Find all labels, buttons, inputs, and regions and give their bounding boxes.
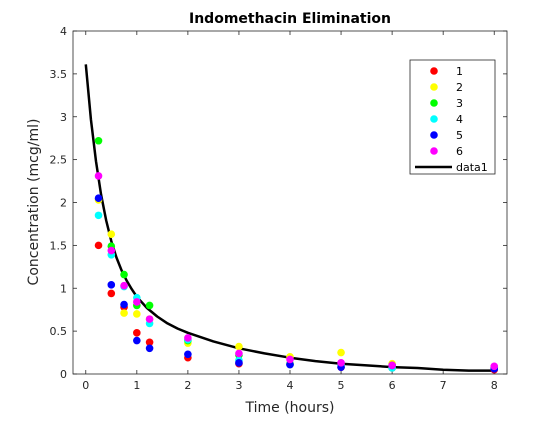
y-tick-label: 4 [60,25,67,38]
data-point-series-6 [388,361,396,370]
x-tick-label: 8 [491,379,498,392]
data-point-series-2 [107,230,116,239]
data-point-series-5 [120,300,128,309]
x-tick-label: 4 [287,379,294,392]
y-tick-label: 2 [60,197,67,210]
data-point-series-6 [133,298,141,306]
data-point-series-2 [133,310,141,318]
data-point-series-6 [184,334,192,342]
data-point-series-1 [94,241,103,250]
x-tick-label: 6 [389,379,396,392]
x-axis-label: Time (hours) [245,400,335,416]
x-tick-label: 1 [133,379,140,392]
y-tick-label: 0.5 [50,325,68,338]
data-point-series-6 [145,315,154,323]
y-tick-label: 3.5 [50,68,68,81]
legend-label-data1: data1 [456,161,488,174]
data-point-series-1 [107,289,116,298]
legend-marker-series-3 [430,99,438,107]
y-tick-label: 2.5 [50,154,68,167]
legend: 1 2 3 4 5 6 data1 [409,59,496,175]
legend-marker-series-6 [430,147,438,155]
legend-marker-series-1 [430,67,438,75]
legend-label-series-6: 6 [456,145,463,158]
legend-label-series-4: 4 [456,113,463,126]
data-point-series-1 [145,338,154,347]
data-point-series-2 [337,348,345,357]
data-point-series-5 [145,344,154,353]
data-point-series-5 [94,194,103,203]
y-tick-label: 1 [60,282,67,295]
legend-marker-series-5 [430,131,438,139]
data-point-series-2 [120,309,128,317]
y-tick-label: 0 [60,368,67,381]
fit-line-group [84,64,495,372]
y-tick-label: 3 [60,111,67,124]
x-tick-label: 5 [338,379,345,392]
data-point-series-6 [235,349,243,358]
x-tick-label: 3 [235,379,242,392]
data-point-series-6 [286,355,294,364]
data-point-series-6 [337,359,345,367]
data-point-series-6 [94,172,103,180]
tick-group: 0 1 2 3 4 5 6 7 8 0 0.5 1 1.5 2 2.5 3 3.5 4 [50,25,507,392]
data-point-series-3 [145,301,154,310]
legend-marker-series-4 [430,115,438,123]
data-point-series-4 [94,211,103,220]
y-axis-label: Concentration (mcg/ml) [26,119,42,286]
data-point-series-5 [184,350,192,359]
legend-items: 1 2 3 4 5 6 data1 [415,65,488,174]
x-tick-label: 0 [82,379,89,392]
data-point-series-5 [107,281,116,289]
data-point-series-3 [120,270,128,279]
legend-label-series-3: 3 [456,97,463,110]
data-point-series-1 [133,329,141,337]
x-tick-label: 2 [184,379,191,392]
fit-line-data1 [84,64,495,372]
legend-label-series-2: 2 [456,81,463,94]
legend-label-series-1: 1 [456,65,463,78]
legend-box [409,59,496,175]
data-point-series-5 [235,359,243,367]
legend-label-series-5: 5 [456,129,463,142]
legend-marker-series-2 [430,83,438,91]
data-point-series-2 [235,342,243,351]
data-point-series-3 [94,136,103,145]
chart-title: Indomethacin Elimination [189,11,391,27]
data-point-series-5 [133,336,141,345]
data-point-series-6 [107,246,116,255]
axes-box [72,30,508,375]
y-tick-label: 1.5 [50,239,68,252]
data-point-series-6 [490,362,499,371]
x-tick-label: 7 [440,379,447,392]
marker-group [94,136,499,374]
data-point-series-6 [120,281,128,290]
